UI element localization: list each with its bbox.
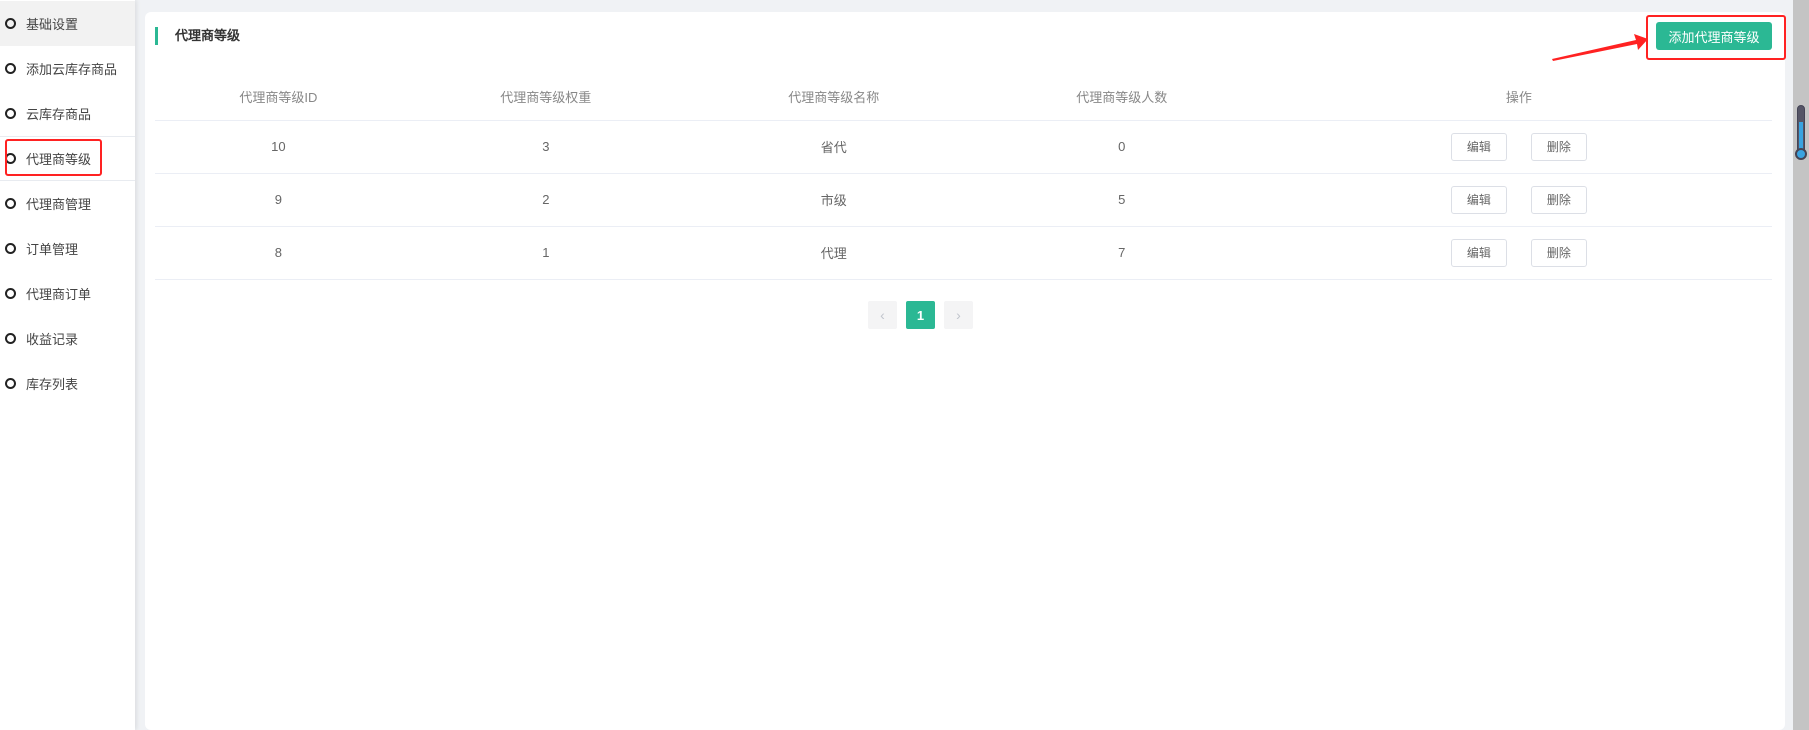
circle-icon xyxy=(5,108,16,119)
column-header: 代理商等级ID xyxy=(155,74,402,121)
page-title: 代理商等级 xyxy=(155,27,240,45)
cell-id: 10 xyxy=(155,120,402,174)
sidebar-item-label: 基础设置 xyxy=(26,17,79,32)
column-header: 操作 xyxy=(1265,74,1772,121)
cell-name: 市级 xyxy=(689,173,978,227)
scrollbar-thumb-bulb xyxy=(1795,148,1807,160)
cell-count: 0 xyxy=(977,120,1266,174)
cell-id: 9 xyxy=(155,173,402,227)
circle-icon xyxy=(5,333,16,344)
sidebar: 基础设置 添加云库存商品 云库存商品 代理商等级 代理商管理 订单管理 代理商订… xyxy=(0,0,135,730)
edit-button[interactable]: 编辑 xyxy=(1450,185,1507,214)
sidebar-item-cloud-goods[interactable]: 云库存商品 xyxy=(0,91,135,136)
sidebar-item-agent-level[interactable]: 代理商等级 xyxy=(0,136,135,181)
cell-id: 8 xyxy=(155,226,402,280)
next-page-button[interactable]: › xyxy=(944,301,973,329)
cell-name: 代理 xyxy=(689,226,978,280)
cell-actions: 编辑 删除 xyxy=(1265,173,1772,227)
column-header: 代理商等级人数 xyxy=(977,74,1266,121)
sidebar-item-label: 订单管理 xyxy=(26,242,79,257)
scrollbar[interactable] xyxy=(1793,0,1809,730)
sidebar-item-order-management[interactable]: 订单管理 xyxy=(0,226,135,271)
sidebar-item-label: 代理商等级 xyxy=(26,152,92,167)
cell-weight: 3 xyxy=(401,120,690,174)
page-1-button[interactable]: 1 xyxy=(906,301,935,329)
circle-icon xyxy=(5,378,16,389)
sidebar-item-add-cloud-goods[interactable]: 添加云库存商品 xyxy=(0,46,135,91)
sidebar-item-agent-management[interactable]: 代理商管理 xyxy=(0,181,135,226)
cell-count: 7 xyxy=(977,226,1266,280)
add-agent-level-button[interactable]: 添加代理商等级 xyxy=(1656,22,1772,50)
circle-icon xyxy=(5,288,16,299)
column-header: 代理商等级权重 xyxy=(401,74,690,121)
annotation-highlight-box xyxy=(5,139,102,176)
circle-icon xyxy=(5,63,16,74)
sidebar-item-label: 代理商订单 xyxy=(26,287,92,302)
cell-actions: 编辑 删除 xyxy=(1265,226,1772,280)
sidebar-item-label: 云库存商品 xyxy=(26,107,92,122)
sidebar-item-label: 收益记录 xyxy=(26,332,79,347)
sidebar-item-agent-orders[interactable]: 代理商订单 xyxy=(0,271,135,316)
cell-weight: 2 xyxy=(401,173,690,227)
delete-button[interactable]: 删除 xyxy=(1530,185,1587,214)
agent-level-table: 代理商等级ID 代理商等级权重 代理商等级名称 代理商等级人数 操作 10 3 … xyxy=(155,74,1772,280)
sidebar-item-label: 代理商管理 xyxy=(26,197,92,212)
cell-name: 省代 xyxy=(689,120,978,174)
edit-button[interactable]: 编辑 xyxy=(1450,132,1507,161)
column-header: 代理商等级名称 xyxy=(689,74,978,121)
table-row: 8 1 代理 7 编辑 删除 xyxy=(155,226,1772,280)
prev-page-button[interactable]: ‹ xyxy=(868,301,897,329)
delete-button[interactable]: 删除 xyxy=(1530,132,1587,161)
edit-button[interactable]: 编辑 xyxy=(1450,238,1507,267)
table-row: 10 3 省代 0 编辑 删除 xyxy=(155,120,1772,174)
sidebar-item-basic-settings[interactable]: 基础设置 xyxy=(0,1,135,46)
sidebar-item-inventory[interactable]: 库存列表 xyxy=(0,361,135,406)
cell-weight: 1 xyxy=(401,226,690,280)
cell-actions: 编辑 删除 xyxy=(1265,120,1772,174)
circle-icon xyxy=(5,18,16,29)
sidebar-item-label: 添加云库存商品 xyxy=(26,62,118,77)
agent-level-card: 代理商等级 添加代理商等级 代理商等级ID 代理商等级权重 代理商等级名称 代理… xyxy=(145,12,1785,730)
cell-count: 5 xyxy=(977,173,1266,227)
annotation-arrow-icon xyxy=(1552,34,1648,61)
delete-button[interactable]: 删除 xyxy=(1530,238,1587,267)
sidebar-item-earnings[interactable]: 收益记录 xyxy=(0,316,135,361)
sidebar-item-label: 库存列表 xyxy=(26,377,79,392)
table-row: 9 2 市级 5 编辑 删除 xyxy=(155,173,1772,227)
circle-icon xyxy=(5,198,16,209)
pagination: ‹ 1 › xyxy=(868,301,973,329)
circle-icon xyxy=(5,243,16,254)
annotation-highlight-box xyxy=(1646,15,1786,60)
